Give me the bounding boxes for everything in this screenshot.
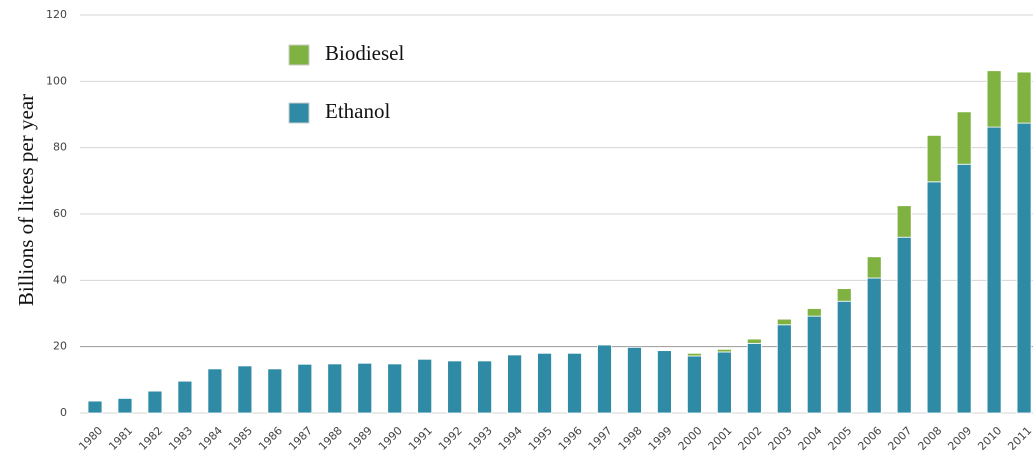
legend-label: Biodiesel <box>325 41 404 65</box>
bar-segment <box>1016 122 1032 414</box>
bar-segment <box>357 362 373 414</box>
bar-segment <box>956 111 972 165</box>
bar-segment <box>687 352 702 357</box>
bar-segment <box>237 365 253 414</box>
legend-swatch <box>288 102 310 124</box>
x-tick-label: 1999 <box>646 424 675 453</box>
x-tick-label: 1992 <box>436 424 465 453</box>
x-tick-label: 1993 <box>466 424 495 453</box>
x-tick-label: 2002 <box>736 424 765 453</box>
bar-segment <box>836 300 852 414</box>
bar-segment <box>567 352 582 414</box>
x-tick-label: 1989 <box>346 424 375 453</box>
bar-segment <box>447 360 463 414</box>
x-tick-label: 2000 <box>676 424 705 453</box>
x-tick-label: 2011 <box>1005 424 1033 453</box>
x-tick-label: 2004 <box>796 424 825 453</box>
x-tick-label: 2007 <box>885 424 914 453</box>
x-tick-label: 1991 <box>406 424 435 453</box>
x-tick-label: 1990 <box>376 424 405 453</box>
x-tick-label: 1995 <box>526 424 555 453</box>
bar-segment <box>956 163 972 414</box>
y-tick-label: 20 <box>53 340 67 353</box>
bar-segment <box>716 348 732 353</box>
bar-segment <box>657 350 672 414</box>
bar-segment <box>986 70 1002 128</box>
x-tick-label: 1998 <box>616 424 645 453</box>
bar-segment <box>746 338 762 344</box>
x-tick-label: 2001 <box>706 424 735 453</box>
y-tick-label: 100 <box>46 74 67 87</box>
x-tick-label: 2008 <box>915 424 944 453</box>
bar-segment <box>746 342 762 414</box>
bar-segment <box>926 181 942 414</box>
x-tick-label: 1980 <box>76 424 105 453</box>
x-tick-label: 1988 <box>316 424 345 453</box>
bar-segment <box>177 380 193 414</box>
bar-segment <box>627 346 642 414</box>
x-tick-label: 1987 <box>286 424 315 453</box>
bar-segment <box>896 205 912 238</box>
bar-segment <box>387 363 403 414</box>
bar-segment <box>477 360 493 414</box>
x-tick-label: 2005 <box>826 424 855 453</box>
bar-segment <box>537 352 552 414</box>
x-tick-label: 1994 <box>496 424 525 453</box>
bar-segment <box>687 355 702 414</box>
bar-segment <box>986 126 1002 414</box>
x-tick-label: 1981 <box>106 424 135 453</box>
bar-segment <box>327 363 343 414</box>
bar-segment <box>806 315 822 414</box>
bar-segment <box>836 288 852 302</box>
y-tick-label: 0 <box>60 406 67 419</box>
y-tick-label: 80 <box>53 141 67 154</box>
bar-segment <box>87 400 103 414</box>
bar-segment <box>866 256 882 279</box>
x-tick-label: 1984 <box>196 424 225 453</box>
x-tick-label: 1983 <box>166 424 195 453</box>
x-tick-label: 2010 <box>975 424 1004 453</box>
bar-segment <box>776 324 792 414</box>
y-tick-label: 40 <box>53 273 67 286</box>
bar-segment <box>147 390 163 414</box>
legend-label: Ethanol <box>325 99 390 123</box>
x-tick-label: 1986 <box>256 424 285 453</box>
x-tick-label: 1985 <box>226 424 255 453</box>
x-tick-label: 2003 <box>766 424 795 453</box>
bar-segment <box>507 354 522 414</box>
bar-segment <box>297 363 313 414</box>
bar-segment <box>1016 71 1032 124</box>
bar-segment <box>117 398 133 414</box>
x-tick-label: 1997 <box>586 424 615 453</box>
y-tick-label: 60 <box>53 207 67 220</box>
legend-swatch <box>288 44 310 66</box>
bar-segment <box>417 358 433 414</box>
x-tick-label: 1996 <box>556 424 585 453</box>
x-tick-label: 2009 <box>945 424 974 453</box>
bar-segment <box>926 134 942 183</box>
bar-segment <box>776 318 792 326</box>
bar-segment <box>597 344 612 414</box>
x-tick-label: 1982 <box>136 424 165 453</box>
bar-segment <box>866 277 882 414</box>
x-tick-label: 2006 <box>855 424 884 453</box>
y-axis-label: Billions of litees per year <box>14 94 38 306</box>
bar-segment <box>806 308 822 317</box>
y-tick-label: 120 <box>46 8 67 21</box>
bar-segment <box>896 236 912 414</box>
bar-segment <box>207 368 223 414</box>
bar-segment <box>716 351 732 414</box>
bar-segment <box>267 368 283 414</box>
